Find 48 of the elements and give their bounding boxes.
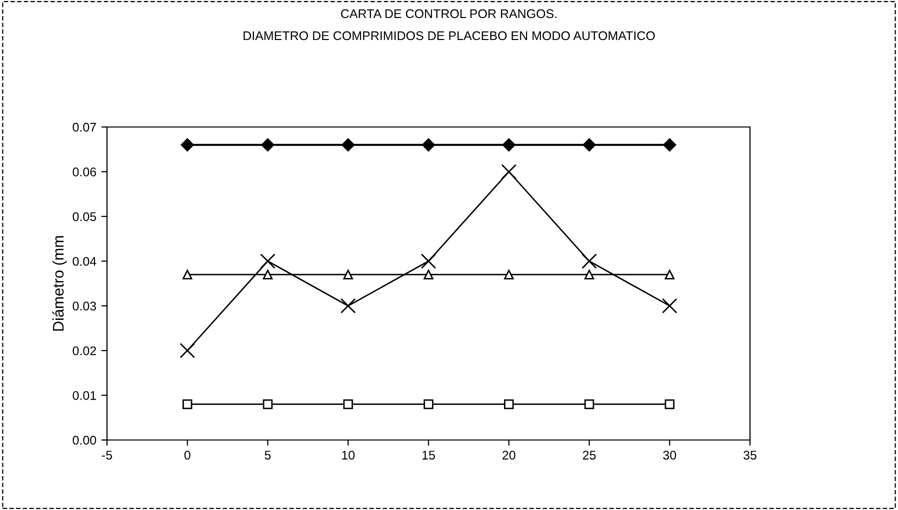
point bbox=[584, 270, 594, 280]
point bbox=[504, 399, 514, 410]
x-tick-label: -5 bbox=[102, 450, 112, 460]
y-tick-label: 0.03 bbox=[72, 302, 96, 311]
x-tick-label: 30 bbox=[663, 450, 676, 460]
y-tick-label: 0.04 bbox=[72, 256, 96, 266]
point bbox=[262, 270, 273, 280]
point bbox=[343, 270, 353, 280]
point bbox=[342, 138, 355, 152]
point bbox=[180, 138, 194, 152]
y-axis-title: Diámetro (mm bbox=[52, 236, 67, 331]
y-tick-label: 0.06 bbox=[72, 168, 96, 176]
x-tick-label: 5 bbox=[264, 450, 271, 460]
y-tick-label: 0.02 bbox=[72, 346, 96, 356]
point bbox=[260, 254, 276, 269]
point bbox=[420, 254, 436, 269]
point bbox=[182, 270, 192, 280]
point bbox=[182, 399, 192, 410]
point bbox=[504, 270, 514, 280]
point bbox=[424, 270, 434, 280]
point bbox=[582, 254, 597, 269]
y-tick-label: 0.07 bbox=[72, 122, 96, 132]
point bbox=[664, 270, 674, 280]
y-tick-label: 0.05 bbox=[72, 212, 96, 222]
chart-title: CARTA DE CONTROL POR RANGOS. bbox=[341, 9, 556, 18]
point bbox=[584, 399, 594, 410]
point bbox=[664, 399, 674, 410]
x-tick-label: 10 bbox=[342, 450, 355, 460]
point bbox=[343, 399, 353, 410]
x-tick-label: 35 bbox=[744, 450, 756, 460]
y-tick-label: 0.01 bbox=[72, 391, 96, 400]
point bbox=[261, 138, 274, 152]
point bbox=[424, 399, 434, 410]
x-tick-label: 0 bbox=[184, 450, 190, 460]
point bbox=[180, 342, 196, 358]
chart-subtitle: DIAMETRO DE COMPRIMIDOS DE PLACEBO EN MODO AUTOMATICO bbox=[244, 31, 655, 40]
point bbox=[501, 164, 517, 180]
x-tick-label: 20 bbox=[502, 450, 516, 460]
x-tick-label: 15 bbox=[422, 450, 435, 460]
point bbox=[340, 298, 356, 314]
point bbox=[662, 298, 678, 314]
point bbox=[262, 399, 273, 410]
point bbox=[502, 138, 516, 152]
point bbox=[663, 138, 676, 152]
point bbox=[582, 138, 596, 152]
x-tick-label: 25 bbox=[582, 450, 596, 460]
y-tick-label: 0.00 bbox=[72, 436, 96, 445]
point bbox=[422, 138, 436, 152]
